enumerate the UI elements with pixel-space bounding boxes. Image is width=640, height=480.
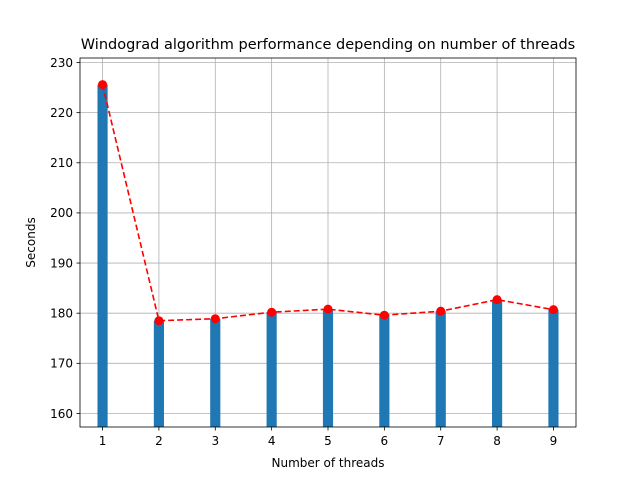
x-axis-label: Number of threads bbox=[272, 456, 385, 470]
data-point bbox=[492, 295, 502, 305]
y-tick-label: 200 bbox=[50, 206, 73, 220]
data-point bbox=[323, 304, 333, 314]
y-tick-label: 160 bbox=[50, 407, 73, 421]
data-point bbox=[379, 310, 389, 320]
y-tick-label: 220 bbox=[50, 106, 73, 120]
x-tick-label: 4 bbox=[268, 434, 276, 448]
x-tick-label: 7 bbox=[437, 434, 445, 448]
chart-title: Windograd algorithm performance dependin… bbox=[81, 37, 575, 53]
bars bbox=[97, 84, 559, 427]
bar bbox=[492, 299, 503, 427]
y-tick-label: 180 bbox=[50, 306, 73, 320]
y-tick-label: 170 bbox=[50, 357, 73, 371]
data-point bbox=[210, 314, 220, 324]
bar bbox=[210, 318, 221, 427]
data-point bbox=[154, 316, 164, 326]
x-axis-ticks: 1 2 3 4 5 6 7 8 9 bbox=[99, 427, 558, 448]
x-tick-label: 2 bbox=[155, 434, 163, 448]
data-point bbox=[267, 307, 277, 317]
y-tick-label: 210 bbox=[50, 156, 73, 170]
line-overlay bbox=[98, 80, 558, 326]
x-tick-label: 9 bbox=[550, 434, 558, 448]
y-axis-label: Seconds bbox=[24, 217, 38, 267]
data-point bbox=[98, 80, 108, 90]
data-point bbox=[548, 305, 558, 315]
bar bbox=[97, 84, 108, 427]
x-tick-label: 3 bbox=[211, 434, 219, 448]
x-tick-label: 5 bbox=[324, 434, 332, 448]
bar bbox=[322, 309, 334, 427]
bar bbox=[266, 312, 277, 427]
bar bbox=[435, 311, 446, 427]
y-axis-ticks: 160 170 180 190 200 210 220 230 bbox=[50, 56, 80, 421]
plot-area: 1 2 3 4 5 6 7 8 9 160 170 180 190 200 210 220 230 bbox=[50, 56, 577, 448]
y-tick-label: 230 bbox=[50, 56, 73, 70]
y-tick-label: 190 bbox=[50, 256, 73, 270]
data-point bbox=[436, 306, 446, 316]
bar bbox=[548, 309, 559, 427]
bar bbox=[153, 320, 164, 427]
bar bbox=[379, 315, 390, 427]
x-tick-label: 1 bbox=[99, 434, 107, 448]
series-line bbox=[101, 84, 554, 322]
x-tick-label: 8 bbox=[493, 434, 501, 448]
x-tick-label: 6 bbox=[381, 434, 389, 448]
